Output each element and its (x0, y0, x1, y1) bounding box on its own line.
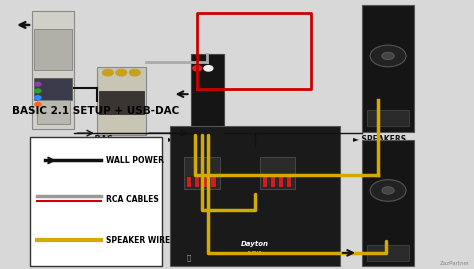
Circle shape (370, 180, 406, 201)
Circle shape (35, 89, 41, 93)
Text: BASIC 2.1 SETUP + USB-DAC: BASIC 2.1 SETUP + USB-DAC (12, 106, 179, 116)
Circle shape (102, 69, 113, 76)
Bar (30, 137, 162, 266)
Text: DAC: DAC (111, 143, 132, 151)
Bar (99, 91, 144, 114)
Circle shape (382, 52, 394, 60)
Bar (186, 176, 191, 187)
Bar (270, 176, 275, 187)
Bar (363, 140, 414, 266)
Circle shape (116, 69, 127, 76)
Text: Dayton: Dayton (241, 241, 269, 247)
Text: ⓤ: ⓤ (186, 254, 191, 261)
Text: RCA CABLES: RCA CABLES (106, 195, 158, 204)
Bar (97, 67, 146, 134)
Circle shape (35, 96, 41, 100)
Bar (367, 110, 409, 126)
Bar (210, 176, 216, 187)
Circle shape (35, 82, 41, 86)
Circle shape (204, 66, 213, 71)
Bar (286, 176, 292, 187)
Circle shape (193, 66, 202, 71)
Bar (34, 29, 72, 70)
Text: WALL POWER: WALL POWER (106, 156, 164, 165)
Bar (262, 176, 267, 187)
Bar (260, 157, 295, 189)
Bar (34, 78, 72, 100)
Bar (278, 176, 283, 187)
Bar (367, 245, 409, 261)
Bar (194, 176, 200, 187)
Bar (191, 54, 224, 134)
Bar (36, 100, 70, 124)
Text: ► AMP: ► AMP (168, 134, 196, 143)
Circle shape (129, 69, 140, 76)
Text: AUDIO: AUDIO (247, 250, 263, 256)
Text: ► SUB: ► SUB (246, 134, 272, 143)
Text: SPEAKER WIRE: SPEAKER WIRE (106, 236, 170, 245)
Text: ► DAC: ► DAC (86, 134, 112, 143)
Circle shape (382, 187, 394, 194)
Bar (363, 5, 414, 132)
Bar (32, 11, 74, 129)
Bar (171, 126, 340, 266)
Text: AMP: AMP (196, 143, 219, 151)
Circle shape (35, 102, 41, 106)
Text: ZazPartner: ZazPartner (439, 261, 470, 266)
Circle shape (370, 45, 406, 67)
Bar (184, 157, 219, 189)
Text: PC: PC (46, 137, 60, 146)
Text: ► SPEAKERS: ► SPEAKERS (354, 134, 407, 143)
Bar (202, 176, 208, 187)
